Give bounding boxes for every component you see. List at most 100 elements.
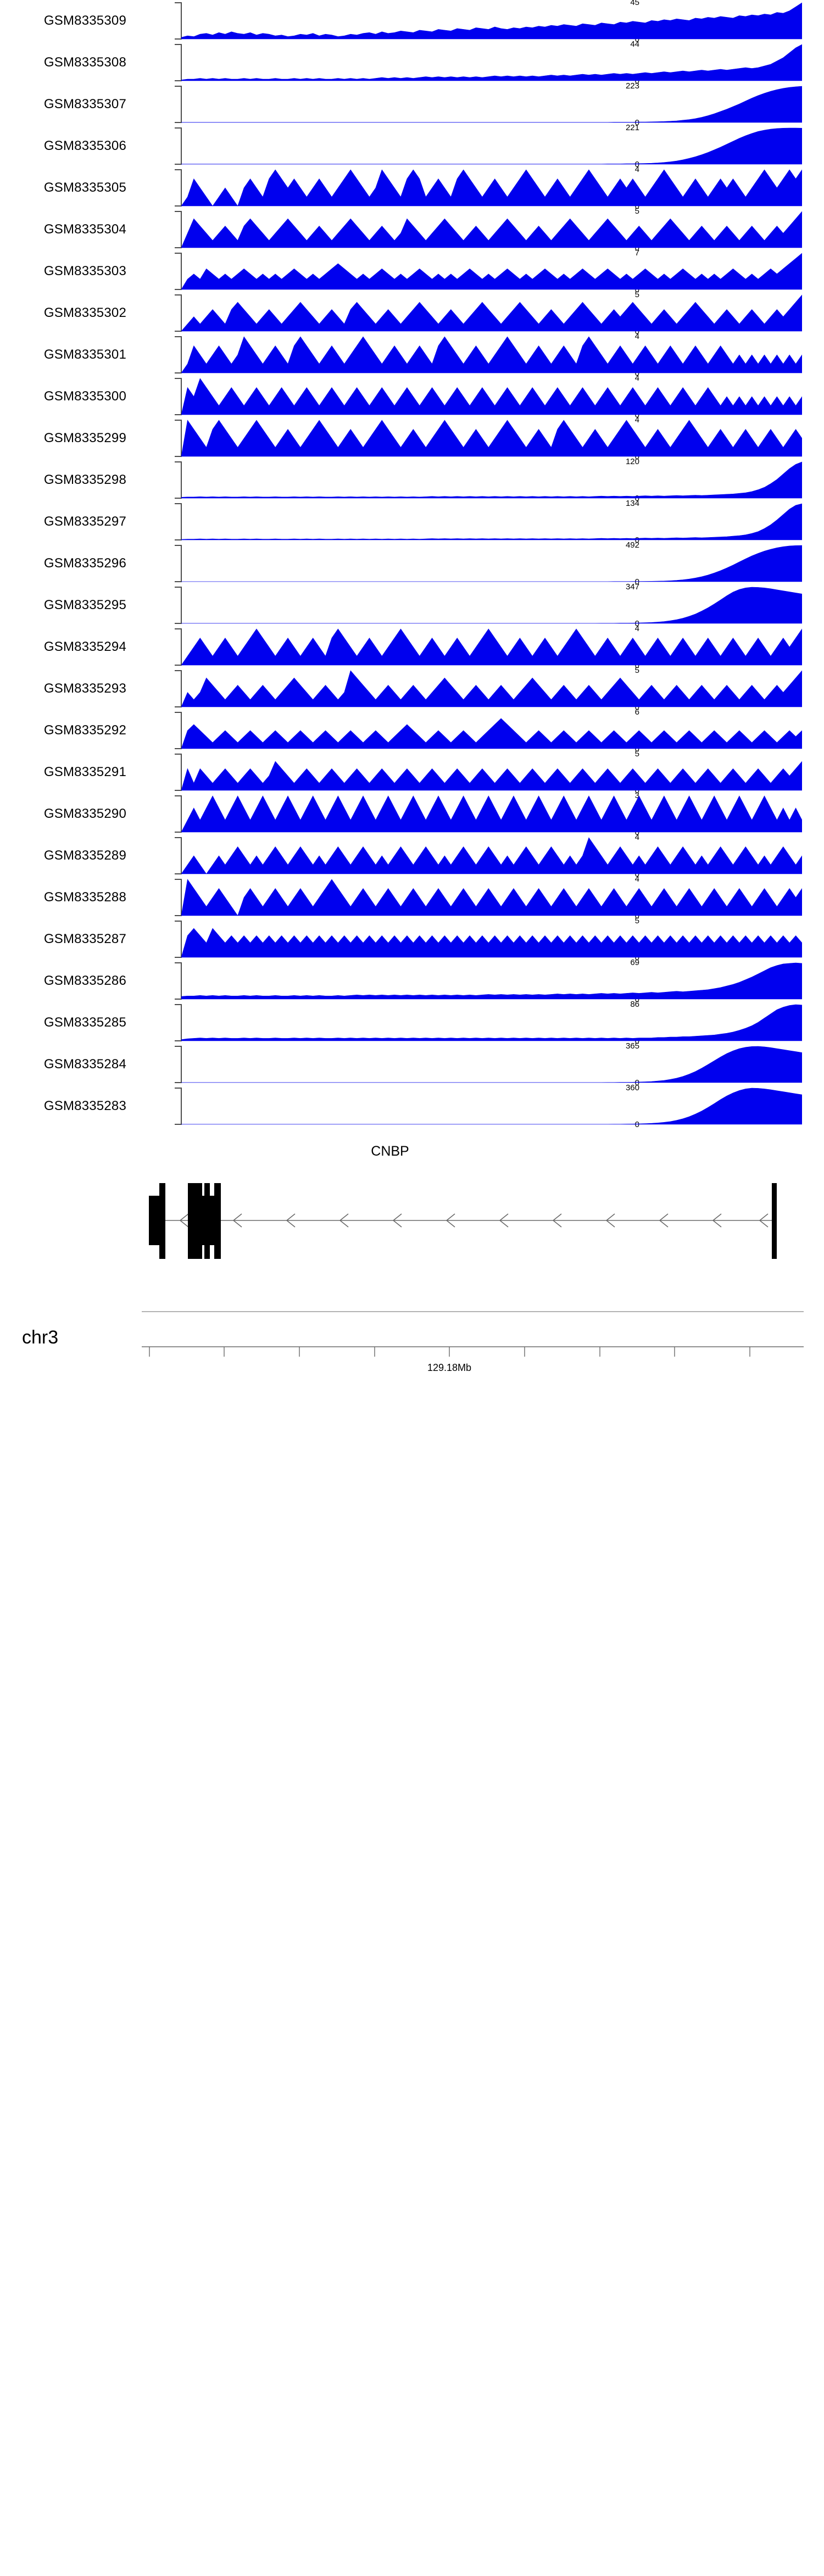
track-label: GSM8335303 bbox=[43, 264, 126, 278]
coverage-track: GSM8335297 134 0 bbox=[0, 499, 824, 545]
track-y-axis bbox=[175, 584, 182, 626]
track-label: GSM8335299 bbox=[43, 431, 126, 445]
axis-max-value: 4 bbox=[634, 624, 639, 633]
coverage-plot bbox=[181, 918, 802, 960]
track-y-axis bbox=[175, 417, 182, 459]
axis-max-value: 365 bbox=[625, 1041, 639, 1051]
axis-max-value: 4 bbox=[634, 165, 639, 174]
track-label: GSM8335298 bbox=[43, 472, 126, 487]
track-y-axis bbox=[175, 1044, 182, 1085]
coverage-track: GSM8335308 44 0 bbox=[0, 40, 824, 86]
axis-max-value: 86 bbox=[630, 1000, 639, 1009]
coverage-plot bbox=[181, 877, 802, 918]
track-y-axis bbox=[175, 334, 182, 376]
coverage-plot bbox=[181, 250, 802, 292]
coverage-area-path bbox=[181, 503, 802, 540]
track-label: GSM8335289 bbox=[43, 848, 126, 863]
axis-max-value: 7 bbox=[634, 248, 639, 258]
coverage-track: GSM8335284 365 0 bbox=[0, 1041, 824, 1088]
axis-max-value: 44 bbox=[630, 40, 639, 49]
genomic-position-label: 129.18Mb bbox=[427, 1362, 472, 1373]
coverage-track: GSM8335295 347 0 bbox=[0, 582, 824, 628]
axis-min-value: 0 bbox=[634, 160, 639, 169]
coverage-area-path bbox=[181, 670, 802, 707]
axis-min-value: 0 bbox=[634, 953, 639, 962]
coverage-track: GSM8335300 4 0 bbox=[0, 373, 824, 420]
coverage-plot bbox=[181, 584, 802, 626]
track-y-axis bbox=[175, 793, 182, 835]
track-label: GSM8335295 bbox=[43, 598, 126, 612]
gene-model-panel: CNBP bbox=[0, 1127, 824, 1292]
coverage-track: GSM8335296 492 0 bbox=[0, 540, 824, 587]
axis-max-value: 3 bbox=[634, 791, 639, 800]
axis-min-value: 0 bbox=[634, 327, 639, 336]
coverage-plot bbox=[181, 459, 802, 501]
axis-min-value: 0 bbox=[634, 285, 639, 294]
coverage-plot bbox=[181, 376, 802, 417]
coverage-tracks-container: GSM8335309 45 0 GSM8335308 44 0 GSM8335307 223 0… bbox=[0, 0, 824, 1129]
coverage-area-path bbox=[181, 44, 802, 81]
track-y-axis bbox=[175, 543, 182, 584]
axis-min-value: 0 bbox=[634, 118, 639, 127]
coverage-track: GSM8335285 86 0 bbox=[0, 1000, 824, 1046]
coverage-track: GSM8335283 360 0 bbox=[0, 1083, 824, 1129]
axis-min-value: 0 bbox=[634, 911, 639, 921]
track-label: GSM8335296 bbox=[43, 556, 126, 571]
axis-max-value: 360 bbox=[625, 1083, 639, 1092]
axis-max-value: 223 bbox=[625, 81, 639, 91]
coverage-plot bbox=[181, 626, 802, 668]
axis-max-value: 6 bbox=[634, 707, 639, 717]
coverage-area-path bbox=[181, 211, 802, 248]
coverage-plot bbox=[181, 1044, 802, 1085]
track-y-axis bbox=[175, 42, 182, 83]
track-y-axis bbox=[175, 835, 182, 877]
track-y-axis bbox=[175, 918, 182, 960]
track-y-axis bbox=[175, 250, 182, 292]
axis-max-value: 347 bbox=[625, 582, 639, 592]
coverage-plot bbox=[181, 83, 802, 125]
coverage-track: GSM8335287 5 0 bbox=[0, 916, 824, 962]
gene-structure-svg bbox=[149, 1183, 777, 1259]
coverage-track: GSM8335291 5 0 bbox=[0, 749, 824, 795]
coverage-area-path bbox=[181, 795, 802, 833]
axis-min-value: 0 bbox=[634, 494, 639, 503]
track-y-axis bbox=[175, 501, 182, 543]
track-label: GSM8335297 bbox=[43, 514, 126, 529]
coverage-plot bbox=[181, 835, 802, 877]
axis-max-value: 4 bbox=[634, 833, 639, 842]
axis-max-value: 4 bbox=[634, 415, 639, 425]
axis-max-value: 69 bbox=[630, 958, 639, 967]
axis-max-value: 4 bbox=[634, 332, 639, 341]
coverage-plot bbox=[181, 292, 802, 334]
coverage-track: GSM8335294 4 0 bbox=[0, 624, 824, 670]
axis-min-value: 0 bbox=[634, 577, 639, 587]
track-label: GSM8335301 bbox=[43, 347, 126, 362]
coverage-track: GSM8335292 6 0 bbox=[0, 707, 824, 754]
coverage-plot bbox=[181, 167, 802, 209]
axis-max-value: 4 bbox=[634, 874, 639, 884]
coverage-track: GSM8335305 4 0 bbox=[0, 165, 824, 211]
track-y-axis bbox=[175, 167, 182, 209]
coverage-area-path bbox=[181, 420, 802, 457]
track-label: GSM8335307 bbox=[43, 97, 126, 111]
coverage-area-path bbox=[181, 718, 802, 749]
track-label: GSM8335306 bbox=[43, 138, 126, 153]
track-label: GSM8335287 bbox=[43, 932, 126, 946]
axis-max-value: 134 bbox=[625, 499, 639, 508]
axis-min-value: 0 bbox=[634, 1078, 639, 1088]
coverage-plot bbox=[181, 417, 802, 459]
track-label: GSM8335283 bbox=[43, 1099, 126, 1113]
coverage-area-path bbox=[181, 545, 802, 582]
track-label: GSM8335293 bbox=[43, 681, 126, 696]
track-y-axis bbox=[175, 459, 182, 501]
axis-min-value: 0 bbox=[634, 661, 639, 670]
coverage-area-path bbox=[181, 928, 802, 958]
chromosome-label: chr3 bbox=[22, 1327, 59, 1348]
coverage-area-path bbox=[181, 253, 802, 290]
coverage-track: GSM8335293 5 0 bbox=[0, 666, 824, 712]
coverage-plot bbox=[181, 960, 802, 1002]
coverage-plot bbox=[181, 543, 802, 584]
gene-title: CNBP bbox=[0, 1144, 824, 1159]
coverage-area-path bbox=[181, 962, 802, 1000]
